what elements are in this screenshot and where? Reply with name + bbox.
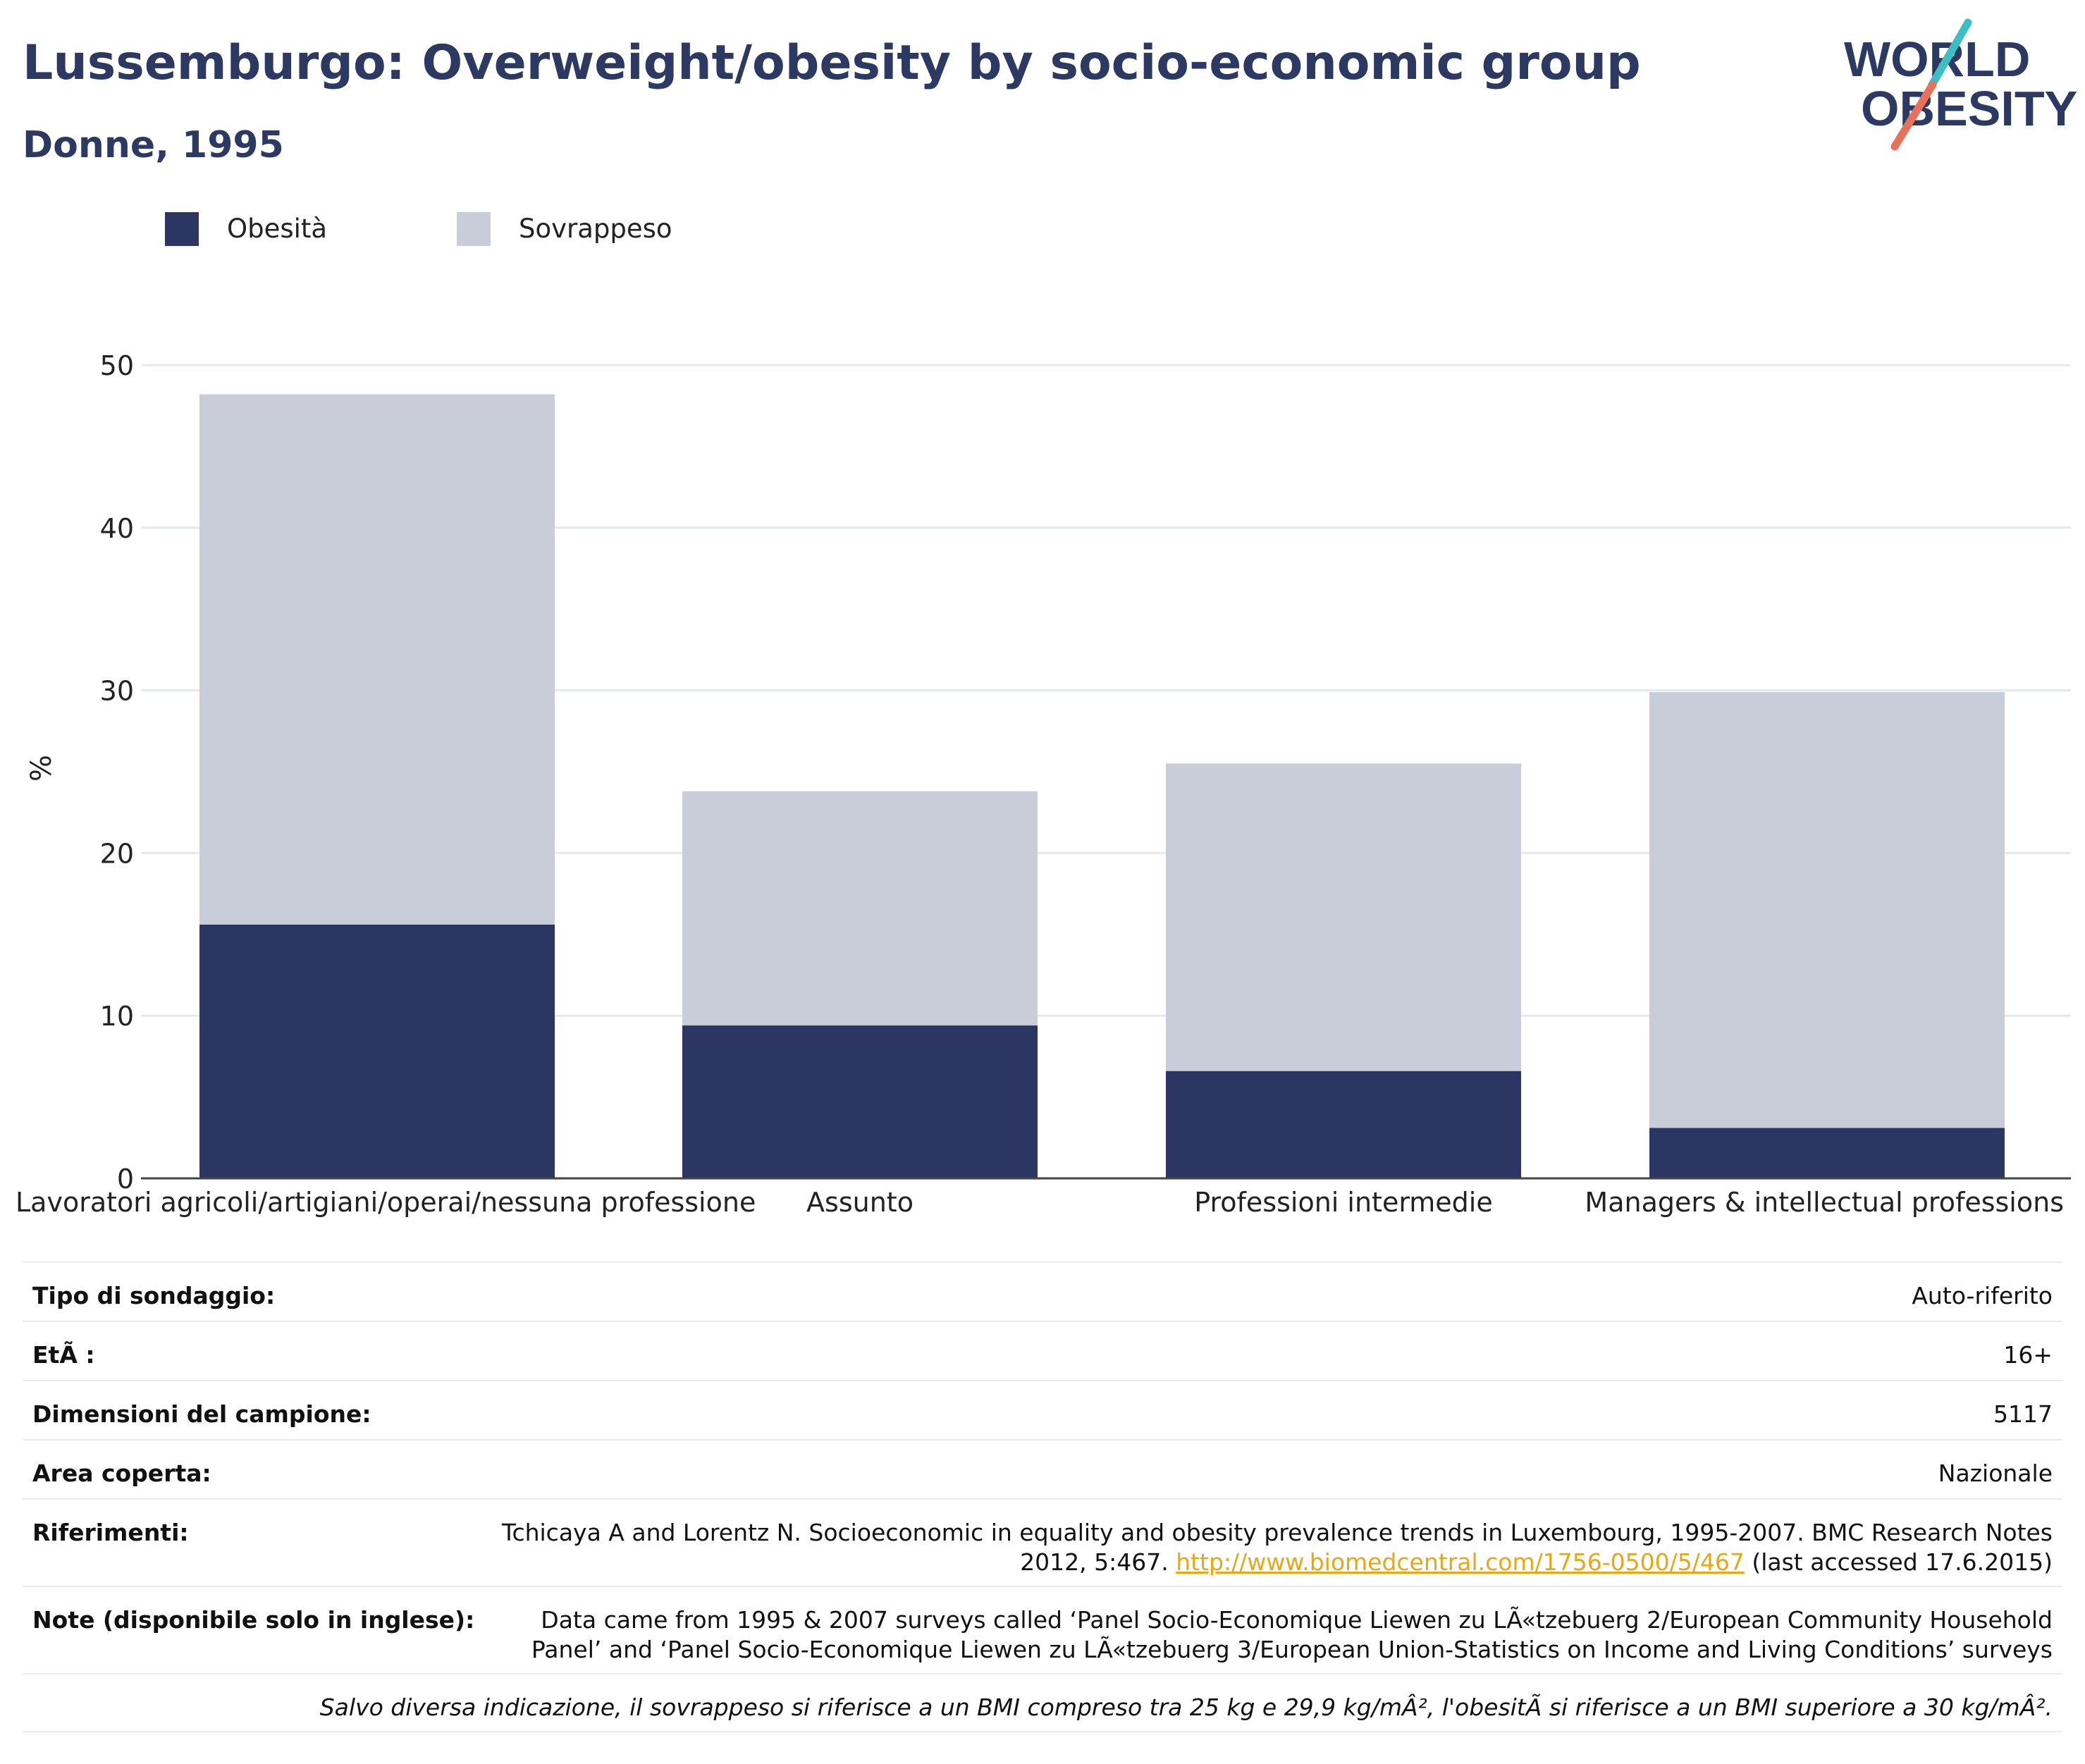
y-axis-label: % [25,755,58,782]
bar-obesity [682,1025,1038,1178]
references-line2-pre: 2012, 5:467. [1020,1548,1176,1576]
y-tick-label: 20 [100,838,134,869]
info-row-area: Area coperta: Nazionale [23,1439,2062,1498]
logo-slash-top [1927,18,1972,90]
bar-obesity [1649,1128,2005,1178]
y-tick-label: 30 [100,676,134,707]
info-row-notes: Note (disponibile solo in inglese): Data… [23,1586,2062,1673]
footnote: Salvo diversa indicazione, il sovrappeso… [319,1694,2053,1721]
x-category-label: Lavoratori agricoli/artigiani/operai/nes… [16,1187,756,1218]
references-line2: 2012, 5:467. http://www.biomedcentral.co… [502,1548,2053,1577]
legend-swatch-overweight [457,212,491,246]
notes-line2: Panel’ and ‘Panel Socio-Economique Liewe… [531,1636,2053,1663]
references-line1: Tchicaya A and Lorentz N. Socioeconomic … [501,1519,2053,1546]
bar-overweight [682,791,1038,1026]
bar-obesity [199,924,555,1178]
references-line2-post: (last accessed 17.6.2015) [1744,1548,2053,1576]
logo-line2: OBESITY [1861,81,2077,136]
chart-subtitle: Donne, 1995 [23,124,284,166]
y-tick-label: 10 [100,1001,134,1032]
bar-obesity [1166,1071,1521,1178]
notes-text: Data came from 1995 & 2007 surveys calle… [531,1605,2053,1665]
y-tick-label: 50 [100,350,134,381]
info-value: 16+ [2003,1341,2053,1369]
legend-label-overweight: Sovrappeso [519,214,672,244]
info-row-references: Riferimenti: Tchicaya A and Lorentz N. S… [23,1498,2062,1586]
x-category-label: Managers & intellectual professions [1585,1187,2064,1218]
info-row-footnote: Salvo diversa indicazione, il sovrappeso… [23,1673,2062,1732]
reference-link[interactable]: http://www.biomedcentral.com/1756-0500/5… [1176,1548,1745,1576]
references-text: Tchicaya A and Lorentz N. Socioeconomic … [502,1518,2053,1577]
info-row-sample-size: Dimensioni del campione: 5117 [23,1380,2062,1439]
info-value: Nazionale [1938,1460,2053,1487]
info-table: Tipo di sondaggio: Auto-riferito EtÃ : 1… [23,1262,2062,1732]
info-key: EtÃ : [32,1341,95,1369]
legend-swatch-obesity [165,212,199,246]
info-key: Tipo di sondaggio: [32,1282,276,1309]
bar-overweight [1166,763,1521,1071]
y-tick-label: 40 [100,513,134,544]
legend-label-obesity: Obesità [227,214,328,244]
notes-line1: Data came from 1995 & 2007 surveys calle… [541,1606,2053,1634]
logo-slash-bottom [1890,80,1937,151]
info-value: 5117 [1993,1400,2053,1428]
info-key: Area coperta: [32,1460,211,1487]
x-category-label: Assunto [806,1187,914,1218]
info-key: Note (disponibile solo in inglese): [32,1606,475,1634]
info-row-age: EtÃ : 16+ [23,1321,2062,1380]
info-row-survey-type: Tipo di sondaggio: Auto-riferito [23,1262,2062,1321]
info-key: Riferimenti: [32,1519,189,1546]
info-value: Auto-riferito [1912,1282,2053,1309]
bar-chart: 0 10 20 30 40 50 Lavoratori agricoli/artigiani… [16,350,2071,1218]
chart-title: Lussemburgo: Overweight/obesity by socio… [23,35,1641,91]
y-tick-label: 0 [117,1164,134,1195]
bar-overweight [199,394,555,925]
bar-overweight [1649,691,2005,1128]
info-key: Dimensioni del campione: [32,1400,371,1428]
world-obesity-logo: WORLD OBESITY [1844,18,2077,151]
x-category-label: Professioni intermedie [1194,1187,1493,1218]
